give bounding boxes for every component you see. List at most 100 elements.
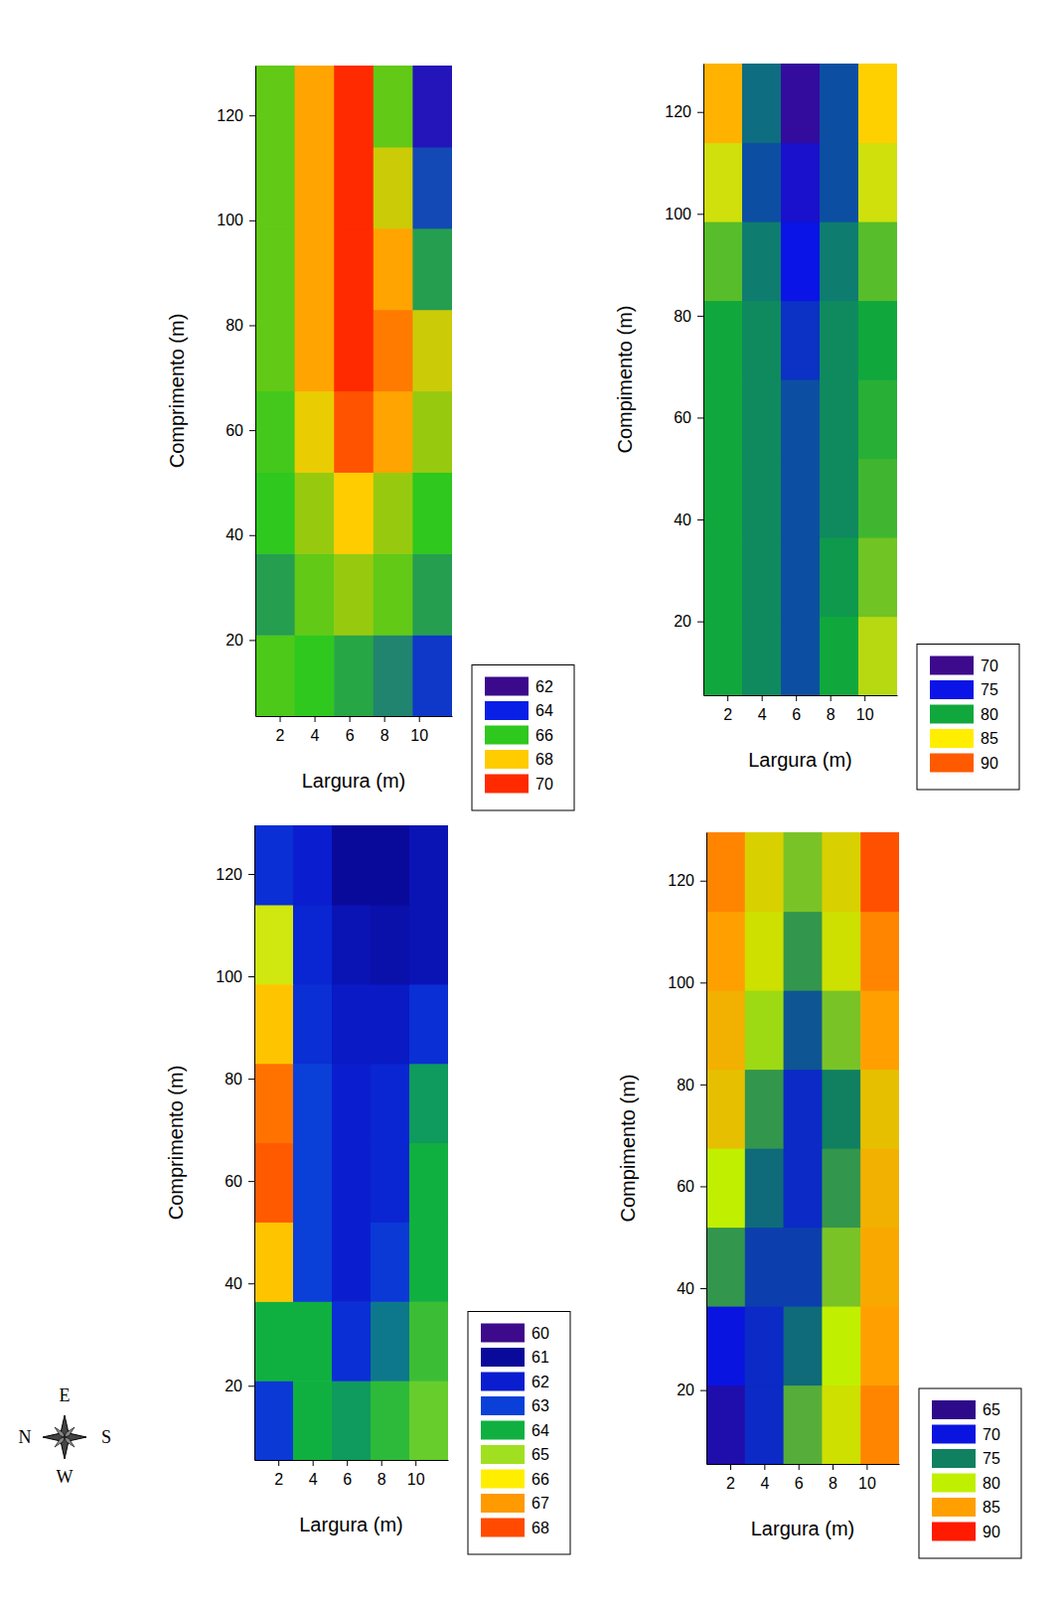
y-axis-line [255,66,257,718]
legend-label: 85 [980,730,999,748]
heat-cell [706,911,746,992]
legend-swatch [931,1498,976,1518]
x-axis-title: Largura (m) [302,769,406,792]
y-tick-label: 80 [673,307,692,325]
heat-cell [333,147,374,229]
heat-cell [293,1221,333,1302]
heat-cell [254,905,295,985]
heat-cell [858,221,898,302]
heat-cell [373,65,414,148]
y-tick-mark [697,519,704,521]
y-tick: 60 [225,422,256,440]
legend-swatch [480,1445,525,1465]
legend-label: 64 [535,702,554,720]
x-tick: 8 [377,1460,387,1489]
heat-cell [745,990,784,1070]
y-tick: 60 [676,1178,707,1196]
cells [255,65,453,717]
x-tick-mark [864,695,866,702]
y-tick-label: 100 [215,968,243,986]
x-tick-label: 4 [310,727,320,745]
y-tick-mark [248,1385,255,1387]
heat-cell [293,984,333,1064]
y-tick-label: 100 [216,211,244,229]
x-tick-label: 8 [828,1475,838,1493]
x-tick-mark [419,716,421,723]
heat-cell [409,1143,449,1223]
heat-cell [373,391,414,473]
heat-cell [409,905,449,985]
compass-label: E [59,1385,71,1406]
cells [254,825,449,1461]
compass-ray [54,1437,65,1448]
legend-label: 85 [982,1499,1001,1517]
legend-swatch [480,1421,525,1441]
y-tick-mark [697,112,704,114]
heat-cell [412,634,453,717]
x-tick: 4 [758,695,767,724]
y-axis: 20406080100120 [215,826,255,1462]
heat-cell [331,905,372,985]
x-tick-mark [832,1464,834,1471]
y-tick: 60 [673,409,704,427]
y-tick-label: 100 [667,974,695,992]
x-tick: 6 [794,1464,804,1493]
heat-cell [860,832,900,912]
y-tick-mark [248,874,255,876]
x-axis-title: Largura (m) [751,1517,855,1540]
legend-swatch [484,701,529,721]
x-axis-line [256,716,454,718]
x-tick: 10 [407,1460,426,1489]
y-tick: 40 [224,1275,255,1293]
y-tick-mark [248,1078,255,1080]
y-tick-label: 40 [673,511,692,529]
heat-cell [858,301,898,381]
y-tick-label: 100 [664,205,692,223]
heat-cell [858,143,898,223]
heat-cell [745,1306,784,1386]
y-axis-title: Comprimento (m) [165,313,188,469]
heat-cell [412,553,453,635]
heat-cell [821,1069,861,1150]
heat-cell [295,228,335,310]
x-tick-label: 6 [342,1471,352,1489]
legend-swatch [480,1518,525,1538]
heat-cell [409,1063,449,1144]
legend-label: 63 [531,1397,550,1415]
x-axis: 246810 [255,1460,450,1489]
y-tick-label: 20 [224,1377,243,1395]
legend-swatch [484,726,529,746]
heat-cell [819,458,860,539]
x-tick-label: 8 [377,1471,387,1489]
heat-cell [742,63,782,144]
y-tick-mark [249,535,256,537]
y-tick-mark [700,1288,707,1290]
legend-swatch [484,774,529,794]
y-axis-title: Compimento (m) [616,1074,639,1223]
legend-swatch [929,705,974,725]
heat-cell [703,379,744,459]
heat-cell [333,65,374,148]
y-tick-label: 80 [225,316,244,334]
y-tick-mark [248,1283,255,1285]
x-axis-line [707,1464,901,1466]
y-tick-mark [249,324,256,326]
y-tick-mark [700,1390,707,1392]
heat-cell [331,1143,372,1223]
heat-cell [745,1148,784,1228]
heat-cell [295,65,335,148]
x-tick-mark [730,1464,732,1471]
heat-cell [860,1227,900,1308]
y-tick-mark [697,213,704,215]
legend-label: 70 [535,775,554,793]
heat-cell [370,1063,411,1144]
heat-cell [255,309,296,392]
heat-cell [370,905,411,985]
legend-label: 66 [531,1471,550,1489]
heat-cell [745,1385,784,1466]
y-tick-mark [697,621,704,623]
y-tick: 20 [676,1381,707,1399]
heat-cell [373,309,414,392]
x-tick-label: 2 [723,706,733,724]
y-axis-line [703,64,705,697]
